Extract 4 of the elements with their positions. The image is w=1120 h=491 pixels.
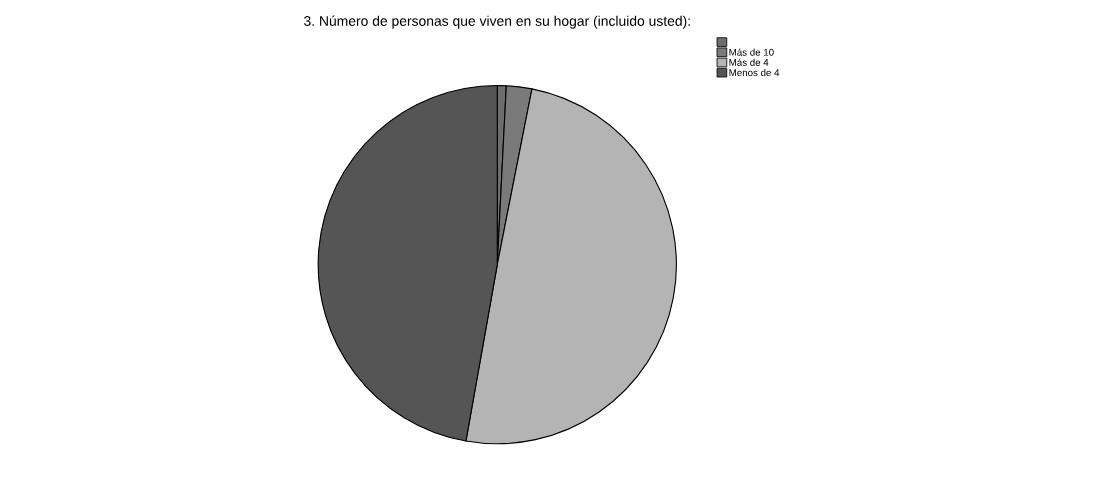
chart-title: 3. Número de personas que viven en su hogar (incluido usted): [304, 15, 690, 29]
legend-label: Más de 4 [729, 58, 769, 66]
legend-label: Menos de 4 [729, 68, 780, 77]
legend-label: Más de 10 [729, 48, 774, 56]
